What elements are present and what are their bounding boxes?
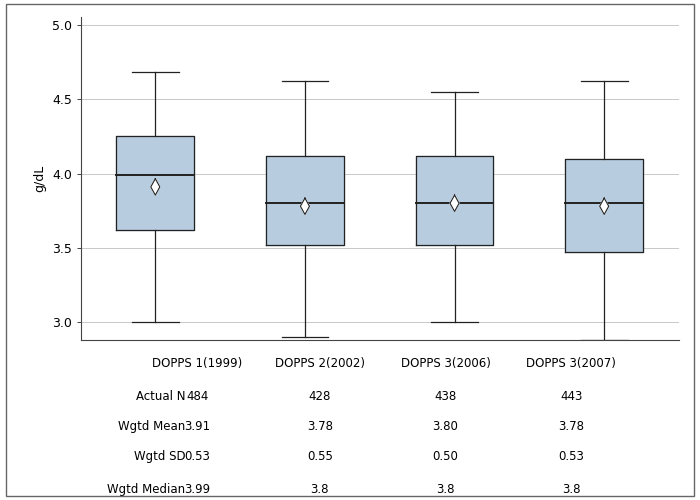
Text: 428: 428 <box>309 390 331 403</box>
Text: 443: 443 <box>560 390 582 403</box>
Text: 0.55: 0.55 <box>307 450 332 463</box>
Text: 3.78: 3.78 <box>307 420 333 433</box>
Polygon shape <box>150 178 160 195</box>
Text: Actual N: Actual N <box>136 390 186 403</box>
Text: Wgtd Mean: Wgtd Mean <box>118 420 186 433</box>
Text: 3.80: 3.80 <box>433 420 459 433</box>
Text: 3.8: 3.8 <box>562 483 580 496</box>
Polygon shape <box>300 198 309 214</box>
Text: DOPPS 3(2007): DOPPS 3(2007) <box>526 357 616 370</box>
Text: DOPPS 1(1999): DOPPS 1(1999) <box>152 357 242 370</box>
Text: 438: 438 <box>435 390 456 403</box>
Polygon shape <box>600 198 609 214</box>
Text: 0.53: 0.53 <box>559 450 584 463</box>
Text: 3.91: 3.91 <box>184 420 210 433</box>
Text: 3.8: 3.8 <box>311 483 329 496</box>
Text: 3.8: 3.8 <box>436 483 455 496</box>
Polygon shape <box>450 195 459 212</box>
Text: 3.78: 3.78 <box>559 420 584 433</box>
Text: 0.53: 0.53 <box>184 450 210 463</box>
Text: 0.50: 0.50 <box>433 450 459 463</box>
Text: 484: 484 <box>186 390 209 403</box>
Text: DOPPS 3(2006): DOPPS 3(2006) <box>400 357 491 370</box>
Text: Wgtd Median: Wgtd Median <box>107 483 186 496</box>
Text: 3.99: 3.99 <box>184 483 210 496</box>
Text: Wgtd SD: Wgtd SD <box>134 450 186 463</box>
Text: DOPPS 2(2002): DOPPS 2(2002) <box>275 357 365 370</box>
Y-axis label: g/dL: g/dL <box>34 165 47 192</box>
